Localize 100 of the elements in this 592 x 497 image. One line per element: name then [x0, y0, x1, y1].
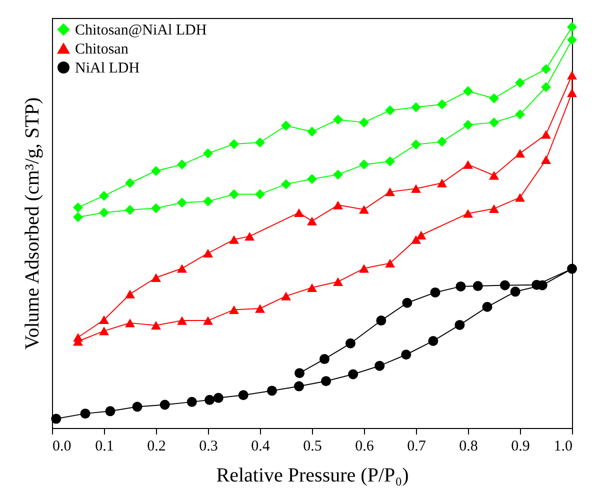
legend-label: Chitosan@NiAl LDH [75, 22, 207, 38]
point [489, 117, 499, 128]
x-tick-label: 0.7 [407, 438, 426, 454]
point [359, 117, 369, 128]
point [345, 338, 356, 348]
point [348, 369, 358, 380]
point [294, 368, 305, 378]
point [204, 394, 215, 405]
point [463, 160, 473, 169]
point [402, 298, 412, 308]
point [567, 70, 577, 80]
point [541, 82, 551, 92]
x-tick-label: 0.8 [459, 438, 478, 454]
point [489, 171, 499, 180]
point [385, 156, 395, 166]
point [385, 105, 395, 116]
point [401, 350, 412, 360]
point [541, 130, 551, 139]
point [177, 316, 187, 325]
point [510, 286, 520, 297]
x-tick-label: 1.0 [554, 438, 572, 454]
point [203, 196, 213, 206]
point [489, 204, 499, 213]
point [482, 302, 492, 312]
x-tick-label: 0.5 [303, 438, 322, 454]
point [203, 316, 213, 325]
point [374, 360, 385, 371]
point [411, 102, 421, 112]
point [229, 139, 239, 150]
point [281, 179, 291, 190]
point [125, 178, 135, 188]
point [333, 200, 343, 210]
point [359, 264, 369, 273]
point [294, 208, 304, 217]
point [266, 386, 277, 396]
point [186, 396, 197, 407]
point [125, 290, 135, 298]
point [255, 304, 265, 313]
point [463, 209, 473, 218]
point [151, 273, 161, 282]
point [437, 178, 447, 188]
point [151, 166, 161, 176]
point [567, 22, 577, 32]
x-tick-label: 0.3 [199, 438, 218, 454]
x-tick-label: 0.2 [147, 438, 166, 454]
point [125, 318, 135, 328]
x-tick-label: 0.1 [95, 438, 114, 454]
point [244, 232, 255, 241]
point [281, 292, 291, 300]
point [151, 203, 161, 214]
point [454, 320, 465, 330]
point [385, 258, 395, 268]
point [359, 205, 369, 214]
point [307, 283, 317, 292]
point [411, 184, 421, 193]
point [203, 248, 213, 258]
point [99, 326, 109, 336]
point [333, 170, 343, 180]
point [238, 390, 248, 400]
point [105, 406, 116, 416]
point [73, 212, 83, 222]
point [151, 321, 161, 330]
point [255, 189, 265, 200]
point [385, 187, 395, 196]
point [567, 34, 577, 45]
legend-label: NiAl LDH [75, 60, 140, 76]
point [430, 287, 440, 298]
point [515, 78, 525, 88]
point [281, 120, 291, 131]
point [229, 189, 239, 200]
point [428, 336, 438, 346]
point [411, 235, 421, 244]
y-axis-title: Volume Adsorbed (cm³/g, STP) [22, 97, 44, 350]
point [463, 120, 473, 130]
point [294, 381, 304, 392]
x-tick-label: 0.9 [511, 438, 530, 454]
point [321, 376, 332, 386]
x-tick-label: 0.0 [52, 438, 72, 454]
point [307, 216, 317, 226]
point [515, 148, 525, 158]
point [515, 193, 525, 202]
point [541, 155, 551, 164]
x-axis-title: Relative Pressure (P/P₀) [216, 464, 409, 486]
x-tick-label: 0.6 [355, 438, 374, 454]
point [567, 264, 577, 274]
point [567, 88, 577, 98]
point [541, 64, 551, 74]
point [177, 160, 187, 170]
point [229, 235, 239, 244]
point [319, 354, 330, 364]
point [99, 315, 109, 324]
point [500, 280, 510, 290]
point [73, 202, 83, 212]
point [472, 281, 483, 292]
point [229, 305, 239, 314]
point [515, 109, 525, 120]
point [416, 230, 426, 240]
point [255, 137, 265, 148]
point [411, 139, 421, 150]
point [359, 160, 369, 170]
